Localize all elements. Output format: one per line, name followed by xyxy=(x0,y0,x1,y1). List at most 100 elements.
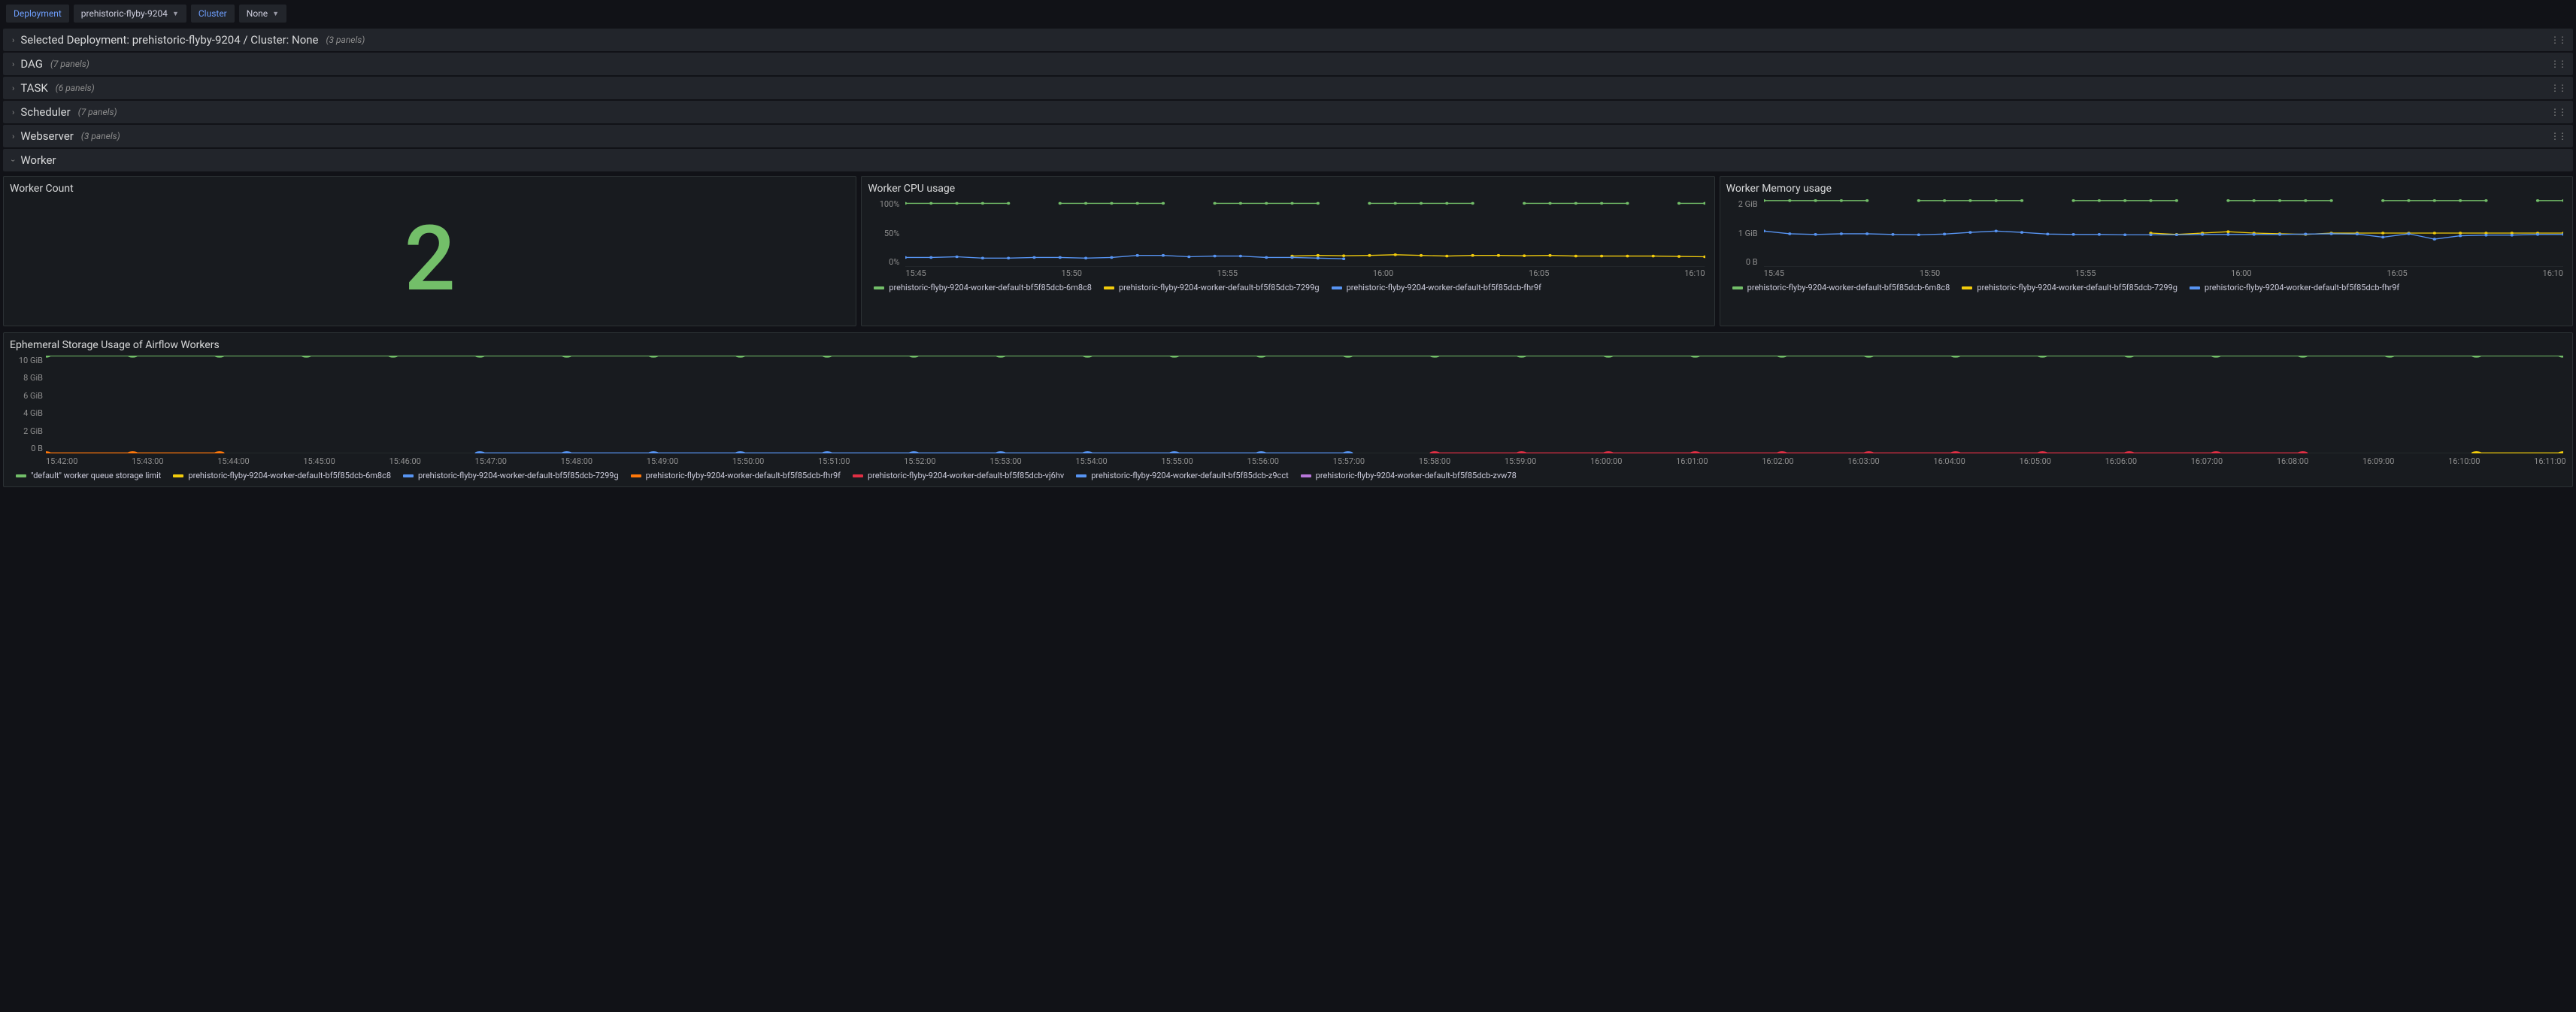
cpu-chart: 100%50%0% xyxy=(868,199,1708,267)
legend-label: "default" worker queue storage limit xyxy=(31,471,161,480)
row-title: Worker xyxy=(20,153,56,167)
row-panel-count: (3 panels) xyxy=(326,35,365,45)
legend-label: prehistoric-flyby-9204-worker-default-bf… xyxy=(1347,283,1541,292)
grip-icon[interactable]: ⋮⋮ xyxy=(2550,59,2565,69)
toolbar: Deployment prehistoric-flyby-9204 ▼ Clus… xyxy=(0,0,2576,27)
chevron-down-icon: ▼ xyxy=(172,10,179,18)
legend-label: prehistoric-flyby-9204-worker-default-bf… xyxy=(868,471,1064,480)
row-panel-count: (6 panels) xyxy=(56,83,95,93)
legend-swatch xyxy=(403,474,414,477)
legend-label: prehistoric-flyby-9204-worker-default-bf… xyxy=(1977,283,2177,292)
legend-swatch xyxy=(173,474,183,477)
grip-icon[interactable]: ⋮⋮ xyxy=(2550,107,2565,117)
cpu-legend: prehistoric-flyby-9204-worker-default-bf… xyxy=(868,283,1708,292)
chevron-down-icon: ▼ xyxy=(272,10,279,18)
grip-icon[interactable]: ⋮⋮ xyxy=(2550,83,2565,93)
legend-swatch xyxy=(853,474,863,477)
storage-chart: 10 GiB8 GiB6 GiB4 GiB2 GiB0 B xyxy=(10,356,2566,453)
panel-title: Worker Memory usage xyxy=(1726,183,2566,195)
legend-item[interactable]: prehistoric-flyby-9204-worker-default-bf… xyxy=(1962,283,2177,292)
chevron-right-icon: › xyxy=(12,35,14,45)
legend-label: prehistoric-flyby-9204-worker-default-bf… xyxy=(1747,283,1950,292)
storage-plot[interactable] xyxy=(46,356,2563,453)
row-panel-count: (7 panels) xyxy=(50,59,89,69)
cpu-xlabels: 15:4515:5015:5516:0016:0516:10 xyxy=(868,268,1708,278)
legend-item[interactable]: prehistoric-flyby-9204-worker-default-bf… xyxy=(853,471,1064,480)
legend-swatch xyxy=(2190,286,2200,289)
legend-label: prehistoric-flyby-9204-worker-default-bf… xyxy=(188,471,391,480)
worker-count-value: 2 xyxy=(10,199,850,320)
deployment-value: prehistoric-flyby-9204 xyxy=(81,8,168,19)
panel-worker-count: Worker Count 2 xyxy=(3,176,856,326)
memory-plot[interactable] xyxy=(1764,199,2563,267)
row-panel-count: (7 panels) xyxy=(78,107,117,117)
row-task[interactable]: › TASK (6 panels) ⋮⋮ xyxy=(3,77,2573,99)
legend-item[interactable]: prehistoric-flyby-9204-worker-default-bf… xyxy=(1732,283,1950,292)
legend-swatch xyxy=(1332,286,1342,289)
legend-label: prehistoric-flyby-9204-worker-default-bf… xyxy=(1119,283,1320,292)
memory-xlabels: 15:4515:5015:5516:0016:0516:10 xyxy=(1726,268,2566,278)
row-scheduler[interactable]: › Scheduler (7 panels) ⋮⋮ xyxy=(3,101,2573,123)
legend-label: prehistoric-flyby-9204-worker-default-bf… xyxy=(646,471,841,480)
deployment-select[interactable]: prehistoric-flyby-9204 ▼ xyxy=(74,5,186,23)
chevron-right-icon: › xyxy=(12,132,14,141)
memory-ylabels: 2 GiB1 GiB0 B xyxy=(1726,199,1761,267)
memory-chart: 2 GiB1 GiB0 B xyxy=(1726,199,2566,267)
legend-swatch xyxy=(1732,286,1743,289)
storage-legend: "default" worker queue storage limit preh… xyxy=(10,471,2566,480)
legend-item[interactable]: prehistoric-flyby-9204-worker-default-bf… xyxy=(1301,471,1517,480)
row-title: TASK xyxy=(20,81,47,95)
legend-item[interactable]: prehistoric-flyby-9204-worker-default-bf… xyxy=(2190,283,2399,292)
storage-panels-row: Ephemeral Storage Usage of Airflow Worke… xyxy=(0,329,2576,490)
chevron-right-icon: › xyxy=(12,108,14,117)
row-title: Webserver xyxy=(20,129,74,143)
panel-worker-cpu: Worker CPU usage 100%50%0% 15:4515:5015:… xyxy=(861,176,1714,326)
panel-title: Worker Count xyxy=(10,183,850,195)
panel-title: Ephemeral Storage Usage of Airflow Worke… xyxy=(10,339,2566,351)
legend-swatch xyxy=(874,286,884,289)
legend-swatch xyxy=(16,474,26,477)
grip-icon[interactable]: ⋮⋮ xyxy=(2550,35,2565,45)
legend-swatch xyxy=(631,474,641,477)
legend-item[interactable]: prehistoric-flyby-9204-worker-default-bf… xyxy=(173,471,391,480)
row-dag[interactable]: › DAG (7 panels) ⋮⋮ xyxy=(3,53,2573,75)
row-title: Selected Deployment: prehistoric-flyby-9… xyxy=(20,33,318,47)
legend-item[interactable]: "default" worker queue storage limit xyxy=(16,471,161,480)
memory-legend: prehistoric-flyby-9204-worker-default-bf… xyxy=(1726,283,2566,292)
row-title: Scheduler xyxy=(20,105,70,119)
cluster-label: Cluster xyxy=(191,5,235,23)
legend-label: prehistoric-flyby-9204-worker-default-bf… xyxy=(889,283,1092,292)
cluster-value: None xyxy=(247,8,268,19)
legend-swatch xyxy=(1104,286,1114,289)
row-title: DAG xyxy=(20,57,43,71)
legend-swatch xyxy=(1076,474,1086,477)
legend-item[interactable]: prehistoric-flyby-9204-worker-default-bf… xyxy=(874,283,1092,292)
grip-icon[interactable]: ⋮⋮ xyxy=(2550,131,2565,141)
panel-title: Worker CPU usage xyxy=(868,183,1708,195)
legend-item[interactable]: prehistoric-flyby-9204-worker-default-bf… xyxy=(1076,471,1288,480)
cpu-ylabels: 100%50%0% xyxy=(868,199,902,267)
row-webserver[interactable]: › Webserver (3 panels) ⋮⋮ xyxy=(3,125,2573,147)
legend-swatch xyxy=(1301,474,1311,477)
legend-label: prehistoric-flyby-9204-worker-default-bf… xyxy=(1091,471,1288,480)
chevron-right-icon: › xyxy=(12,59,14,69)
legend-item[interactable]: prehistoric-flyby-9204-worker-default-bf… xyxy=(631,471,841,480)
panel-worker-memory: Worker Memory usage 2 GiB1 GiB0 B 15:451… xyxy=(1720,176,2573,326)
legend-item[interactable]: prehistoric-flyby-9204-worker-default-bf… xyxy=(1104,283,1320,292)
row-selected-deployment[interactable]: › Selected Deployment: prehistoric-flyby… xyxy=(3,29,2573,51)
cluster-select[interactable]: None ▼ xyxy=(239,5,286,23)
legend-label: prehistoric-flyby-9204-worker-default-bf… xyxy=(2205,283,2399,292)
row-worker[interactable]: › Worker xyxy=(3,149,2573,171)
storage-xlabels: 15:42:0015:43:0015:44:0015:45:0015:46:00… xyxy=(10,456,2566,466)
legend-item[interactable]: prehistoric-flyby-9204-worker-default-bf… xyxy=(403,471,619,480)
panel-ephemeral-storage: Ephemeral Storage Usage of Airflow Worke… xyxy=(3,332,2573,487)
legend-item[interactable]: prehistoric-flyby-9204-worker-default-bf… xyxy=(1332,283,1541,292)
legend-label: prehistoric-flyby-9204-worker-default-bf… xyxy=(1316,471,1517,480)
worker-panels-row: Worker Count 2 Worker CPU usage 100%50%0… xyxy=(0,173,2576,329)
chevron-right-icon: › xyxy=(12,83,14,93)
deployment-label: Deployment xyxy=(6,5,69,23)
cpu-plot[interactable] xyxy=(905,199,1705,267)
row-panel-count: (3 panels) xyxy=(81,131,120,141)
chevron-down-icon: › xyxy=(8,159,18,161)
legend-swatch xyxy=(1962,286,1972,289)
